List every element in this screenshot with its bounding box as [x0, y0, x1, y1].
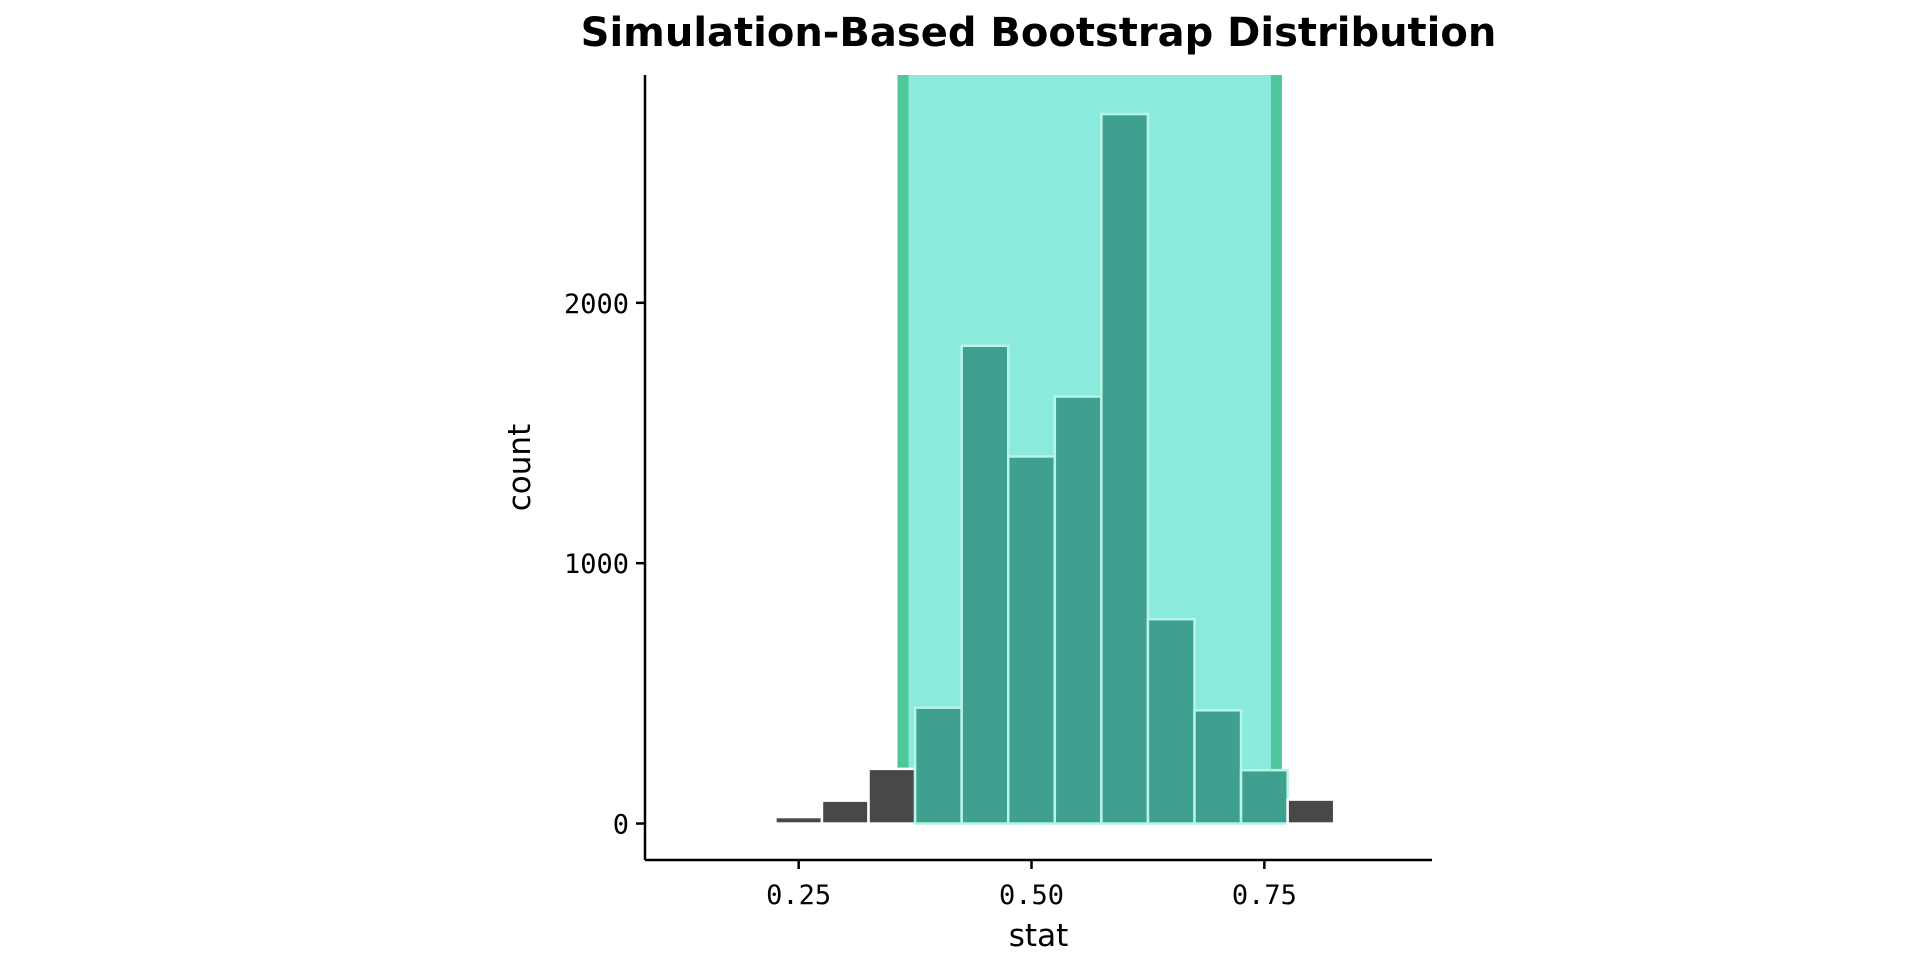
- histogram-bar: [867, 767, 917, 825]
- y-tick-label: 1000: [564, 549, 629, 580]
- histogram-bar: [913, 706, 963, 825]
- x-tick-label: 0.50: [999, 880, 1064, 911]
- x-tick-label: 0.75: [1232, 880, 1297, 911]
- histogram-bar: [1146, 617, 1196, 825]
- histogram-bar: [774, 815, 824, 825]
- y-axis-label: count: [502, 424, 538, 511]
- histogram-bar: [1100, 112, 1150, 825]
- y-tick-label: 2000: [564, 289, 629, 320]
- chart-title: Simulation-Based Bootstrap Distribution: [581, 10, 1497, 56]
- x-axis-label: stat: [1009, 918, 1068, 954]
- histogram-bar: [1193, 709, 1243, 825]
- histogram-bar: [1286, 798, 1336, 825]
- y-tick-label: 0: [613, 810, 629, 841]
- histogram-bar: [1239, 768, 1289, 825]
- x-tick-label: 0.25: [766, 880, 831, 911]
- histogram-bar: [820, 799, 870, 825]
- histogram-bar: [1053, 395, 1103, 825]
- axes-layer: 0 1000 2000 0.25 0.50 0.75: [564, 75, 1432, 911]
- histogram-bar: [960, 344, 1010, 825]
- histogram-bar: [1006, 455, 1057, 825]
- histogram-bars-layer: [774, 112, 1336, 825]
